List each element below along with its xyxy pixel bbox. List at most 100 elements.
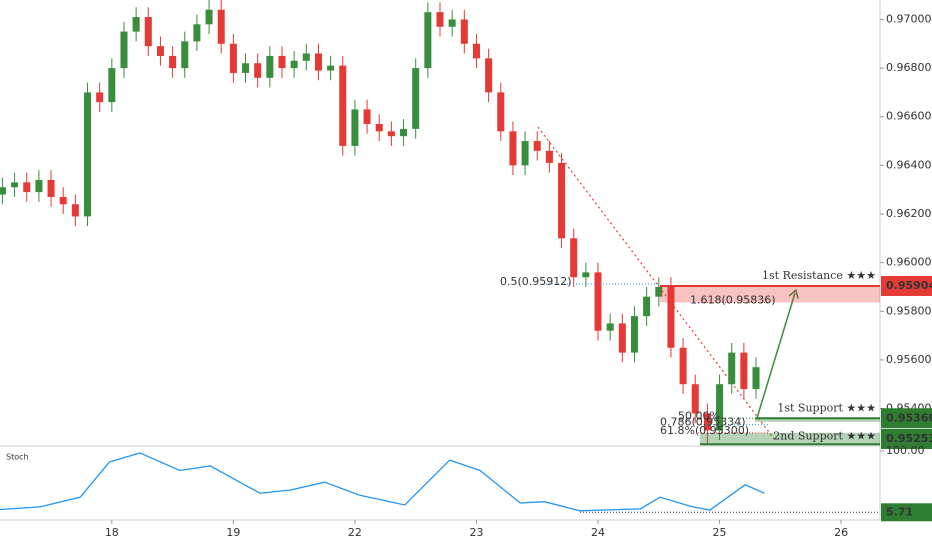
y-tick-label: 0.96000 [886,256,932,269]
candle-body [108,68,116,103]
candle-body [606,323,614,331]
x-tick-label: 23 [469,526,483,539]
candle-body [229,43,237,73]
stoch-level-label: 5.71 [886,505,913,518]
stoch-tick-label: 100.00 [886,444,925,457]
candle-body [643,296,651,317]
candle-body [618,323,626,353]
candle-body [242,63,250,73]
x-tick-label: 25 [713,526,727,539]
fib-label: 0.786(0.95334) [660,416,746,429]
candle-body [59,196,67,205]
candle-body [363,109,371,125]
candle-body [412,68,420,129]
level-zone [700,432,880,445]
candle-body [582,272,590,278]
price-label: 0.95253 [886,432,932,445]
y-tick-label: 0.96400 [886,158,932,171]
candle-body [400,128,408,137]
candle-body [716,384,724,431]
candle-body [35,179,43,193]
stoch-level-box [881,503,932,522]
candle-body [193,24,201,42]
candle-body [254,63,262,78]
candle-body [327,65,335,71]
candle-body [47,179,55,197]
stoch-line [0,452,765,512]
candle-body [351,109,359,146]
stoch-label: Stoch [6,453,29,462]
y-tick-label: 0.96200 [886,207,932,220]
candle-body [314,53,322,71]
candle-body [169,55,177,69]
price-label-box [881,429,932,449]
price-label-box [881,408,932,429]
candle-body [521,141,529,166]
candle-body [448,19,456,27]
price-label: 0.95360 [886,411,932,424]
candle-body [655,286,663,297]
candle-body [472,43,480,59]
price-label-box [881,275,932,296]
y-tick-label: 0.95800 [886,304,932,317]
level-zone [660,285,880,303]
candle-body [84,92,92,217]
candle-body [558,162,566,239]
y-tick-label: 0.96600 [886,110,932,123]
level-name: 1st Resistance ★★★ [762,269,876,282]
candle-body [132,17,140,32]
x-tick-label: 19 [226,526,240,539]
candle-body [302,53,310,61]
candle-body [509,131,517,166]
candle-body [290,60,298,69]
candle-body [740,352,748,390]
candle-body [424,12,432,69]
candle-body [728,352,736,385]
price-label: 0.95904 [886,279,932,292]
candle-body [460,19,468,44]
y-tick-label: 0.97000 [886,12,932,25]
candle-body [387,131,395,137]
candle-body [217,9,225,44]
candle-body [278,55,286,69]
projection-arrow [756,293,795,419]
candle-body [752,367,760,390]
candle-body [679,347,687,385]
candle-body [156,46,164,56]
y-tick-label: 0.95600 [886,353,932,366]
candle-body [11,182,19,188]
candle-body [436,12,444,27]
candle-body [570,238,578,278]
x-tick-label: 24 [591,526,605,539]
candle-body [71,204,79,217]
candle-body [630,316,638,353]
level-name: 1st Support ★★★ [777,401,876,414]
candle-body [545,150,553,163]
fib-label: 1.618(0.95836) [690,294,776,307]
x-tick-label: 26 [834,526,848,539]
candle-body [205,9,213,25]
candle-body [485,58,493,93]
candle-body [23,182,31,193]
level-name: 2nd Support ★★★ [773,429,876,442]
candle-body [497,92,505,132]
candle-body [120,31,128,69]
candle-body [181,41,189,69]
fib-label: 61.8%(0.95300) [660,424,749,437]
candle-body [691,384,699,414]
level-zone [755,418,880,422]
candle-body [266,55,274,78]
y-tick-label: 0.96800 [886,61,932,74]
candle-body [703,413,711,431]
candle-body [144,17,152,47]
x-tick-label: 22 [348,526,362,539]
candle-body [339,65,347,146]
candle-body [96,92,104,103]
trend-line [537,126,776,441]
candle-body [594,272,602,331]
fib-label: 0.5(0.95912) [500,275,572,288]
candle-body [0,187,6,195]
candle-body [375,124,383,132]
